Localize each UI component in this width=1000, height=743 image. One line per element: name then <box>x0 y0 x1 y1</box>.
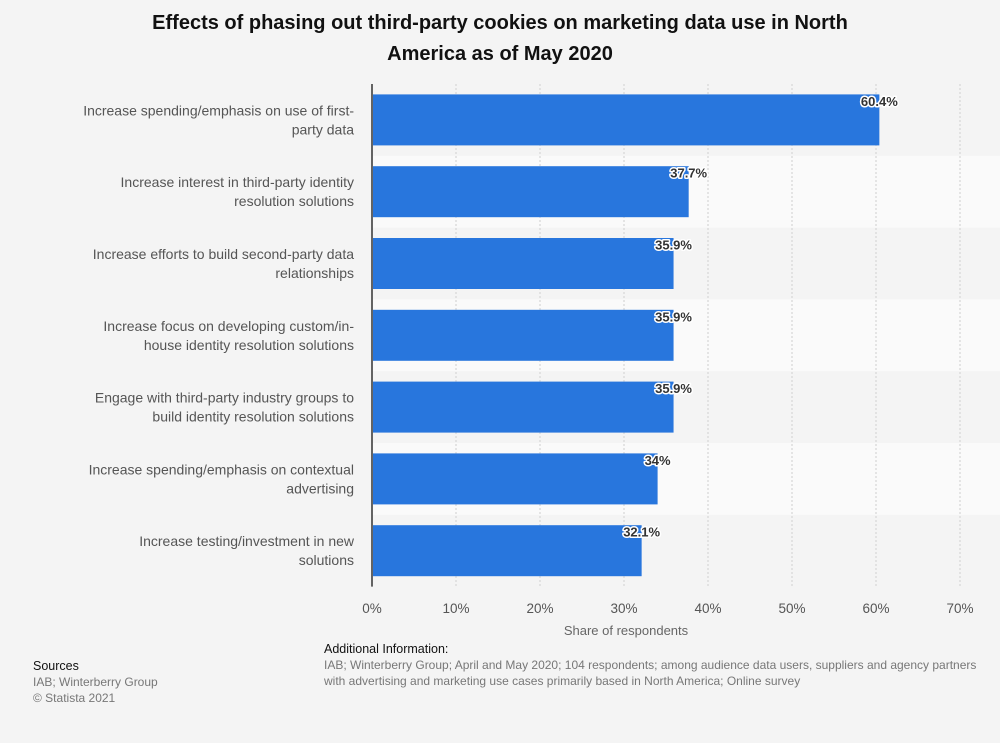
chart-title-line-1: Effects of phasing out third-party cooki… <box>152 12 848 34</box>
x-tick-label: 0% <box>362 601 382 616</box>
x-tick-label: 70% <box>946 601 973 616</box>
value-label: 34% <box>645 453 671 468</box>
value-label: 35.9% <box>655 238 692 253</box>
bar-chart: Increase spending/emphasis on use of fir… <box>83 84 974 638</box>
bar <box>373 525 642 577</box>
bar <box>373 238 674 289</box>
category-label: house identity resolution solutions <box>144 337 354 353</box>
x-tick-label: 20% <box>526 601 553 616</box>
x-tick-label: 40% <box>694 601 721 616</box>
additional-information: Additional Information: IAB; Winterberry… <box>324 641 1000 689</box>
bar <box>373 381 674 433</box>
value-label: 35.9% <box>655 309 692 324</box>
bar <box>373 453 658 505</box>
category-label: Increase efforts to build second-party d… <box>93 246 354 262</box>
x-tick-label: 50% <box>778 601 805 616</box>
sources-line-2: © Statista 2021 <box>33 691 116 705</box>
category-label: solutions <box>299 552 354 568</box>
chart-title-line-2: America as of May 2020 <box>387 43 613 65</box>
x-tick-label: 60% <box>862 601 889 616</box>
x-tick-label: 30% <box>610 601 637 616</box>
category-label: party data <box>292 121 354 137</box>
category-label: build identity resolution solutions <box>152 409 354 425</box>
category-label: advertising <box>286 480 354 496</box>
sources-heading: Sources <box>33 659 79 673</box>
category-label: resolution solutions <box>234 193 354 209</box>
sources: Sources IAB; Winterberry Group © Statist… <box>33 658 158 706</box>
x-tick-label: 10% <box>442 601 469 616</box>
sources-line-1: IAB; Winterberry Group <box>33 675 158 689</box>
category-label: Engage with third-party industry groups … <box>95 390 354 406</box>
category-label: Increase focus on developing custom/in- <box>103 318 354 334</box>
value-label: 32.1% <box>623 525 660 540</box>
additional-information-text: IAB; Winterberry Group; April and May 20… <box>324 658 977 688</box>
category-label: Increase testing/investment in new <box>139 533 355 549</box>
bar <box>373 94 880 146</box>
bar <box>373 166 689 218</box>
category-label: Increase spending/emphasis on use of fir… <box>83 102 354 118</box>
category-label: Increase interest in third-party identit… <box>121 174 354 190</box>
bar <box>373 309 674 361</box>
category-label: relationships <box>275 265 354 281</box>
chart-title: Effects of phasing out third-party cooki… <box>0 8 1000 70</box>
x-axis-title: Share of respondents <box>564 623 689 638</box>
additional-information-heading: Additional Information: <box>324 642 449 656</box>
value-label: 37.7% <box>670 166 707 181</box>
value-label: 35.9% <box>655 381 692 396</box>
value-label: 60.4% <box>861 94 898 109</box>
category-label: Increase spending/emphasis on contextual <box>89 461 354 477</box>
